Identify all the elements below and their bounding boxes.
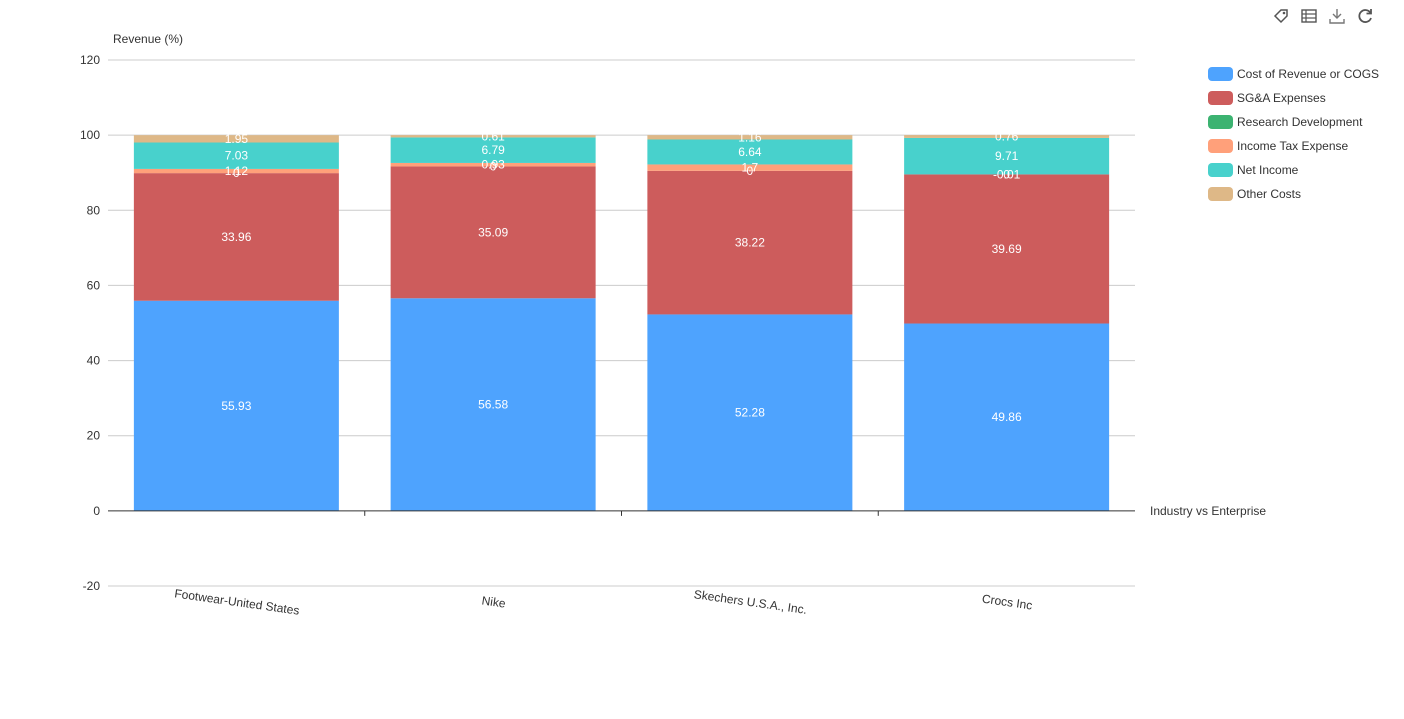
bar-segment[interactable]	[133, 300, 339, 511]
bar-segment[interactable]	[904, 135, 1110, 138]
legend-swatch	[1208, 115, 1233, 129]
bar-segment[interactable]	[647, 139, 853, 165]
data-label: 55.93	[221, 399, 251, 413]
data-label: 35.09	[478, 225, 508, 239]
data-label: 52.28	[735, 406, 765, 420]
bar-segment[interactable]	[133, 173, 339, 301]
data-label: 0	[233, 166, 240, 180]
legend-swatch	[1208, 67, 1233, 81]
x-axis-ticks: Footwear-United States Nike Skechers U.S.A…	[174, 510, 1033, 618]
legend-item[interactable]: Income Tax Expense	[1208, 134, 1379, 158]
data-labels: 55.9333.9601.127.031.9556.5835.0900.936.…	[221, 129, 1022, 424]
legend-swatch	[1208, 91, 1233, 105]
data-label: 0.61	[481, 129, 505, 143]
tag-icon[interactable]	[1270, 6, 1292, 26]
bar-segment[interactable]	[647, 135, 853, 140]
download-icon[interactable]	[1326, 6, 1348, 26]
x-axis-title: Industry vs Enterprise	[1150, 504, 1266, 518]
legend-label: Research Development	[1237, 115, 1363, 129]
x-tick-label: Crocs Inc	[981, 592, 1033, 613]
chart-legend: Cost of Revenue or COGS SG&A Expenses Rese…	[1208, 62, 1379, 206]
x-tick-label: Footwear-United States	[174, 586, 301, 617]
legend-label: Other Costs	[1237, 187, 1302, 201]
data-table-icon[interactable]	[1298, 6, 1320, 26]
data-label: 0.76	[995, 129, 1019, 143]
data-label: 56.58	[478, 398, 508, 412]
legend-label: Income Tax Expense	[1237, 139, 1349, 153]
bar-segment[interactable]	[133, 142, 339, 169]
data-label: 38.22	[735, 236, 765, 250]
data-label: 1.16	[738, 130, 762, 144]
y-tick-label: 120	[80, 53, 100, 67]
x-tick-label: Skechers U.S.A., Inc.	[693, 587, 808, 617]
bar-segment[interactable]	[647, 314, 853, 511]
data-label: 0.93	[481, 158, 505, 172]
legend-item[interactable]: Research Development	[1208, 110, 1379, 134]
legend-item[interactable]: Cost of Revenue or COGS	[1208, 62, 1379, 86]
y-tick-label: 40	[87, 354, 101, 368]
data-label: 6.64	[738, 145, 762, 159]
legend-label: SG&A Expenses	[1237, 91, 1326, 105]
legend-item[interactable]: Other Costs	[1208, 182, 1379, 206]
data-label: 49.86	[992, 410, 1022, 424]
bar-segment[interactable]	[647, 170, 853, 315]
y-tick-label: 20	[87, 429, 101, 443]
y-tick-label: 0	[93, 504, 100, 518]
bar-segment[interactable]	[904, 323, 1110, 511]
data-label: 7.03	[225, 149, 249, 163]
data-label: 33.96	[221, 230, 251, 244]
data-label: 6.79	[481, 143, 505, 157]
bar-segment[interactable]	[133, 168, 339, 174]
bar-segment[interactable]	[390, 137, 596, 163]
data-label: -0.01	[993, 167, 1021, 181]
x-tick-label: Nike	[481, 593, 507, 610]
refresh-icon[interactable]	[1354, 6, 1376, 26]
bar-segment[interactable]	[904, 137, 1110, 175]
data-label: 39.69	[992, 242, 1022, 256]
legend-swatch	[1208, 139, 1233, 153]
legend-item[interactable]: Net Income	[1208, 158, 1379, 182]
bar-segment[interactable]	[904, 174, 1110, 324]
legend-swatch	[1208, 187, 1233, 201]
y-tick-label: 100	[80, 128, 100, 142]
bar-segment[interactable]	[133, 135, 339, 143]
legend-label: Cost of Revenue or COGS	[1237, 67, 1380, 81]
bar-segment[interactable]	[647, 164, 853, 171]
data-label: 9.71	[995, 149, 1019, 163]
data-label: 1.12	[225, 164, 249, 178]
y-axis-title: Revenue (%)	[113, 32, 183, 46]
legend-swatch	[1208, 163, 1233, 177]
data-label: 0	[1003, 167, 1010, 181]
y-tick-label: -20	[83, 579, 101, 593]
bar-segment[interactable]	[390, 135, 596, 138]
data-label: 0	[747, 164, 754, 178]
bar-segment[interactable]	[390, 298, 596, 511]
y-axis-ticks: -20 0 20 40 60 80 100 120	[80, 53, 100, 593]
y-tick-label: 60	[87, 278, 101, 292]
bar-segment[interactable]	[390, 162, 596, 167]
legend-item[interactable]: SG&A Expenses	[1208, 86, 1379, 110]
legend-label: Net Income	[1237, 163, 1299, 177]
data-label: 0	[490, 159, 497, 173]
chart-toolbar	[1270, 6, 1376, 26]
y-tick-label: 80	[87, 203, 101, 217]
data-label: 1.95	[225, 132, 249, 146]
bars	[133, 135, 1110, 511]
bar-segment[interactable]	[390, 166, 596, 299]
data-label: 1.7	[742, 161, 759, 175]
